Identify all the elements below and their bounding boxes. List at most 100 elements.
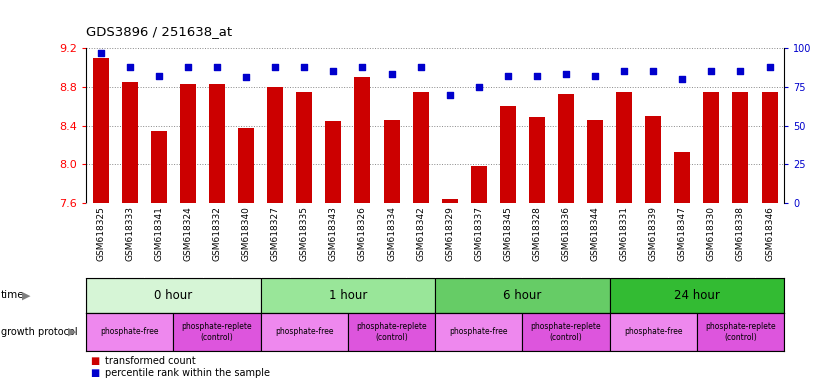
Text: phosphate-free: phosphate-free [100, 328, 159, 336]
Point [559, 71, 572, 78]
Bar [762, 92, 777, 203]
Bar [377, 48, 406, 203]
Bar [587, 120, 603, 203]
Text: phosphate-free: phosphate-free [624, 328, 682, 336]
Point [414, 63, 427, 70]
Bar [173, 313, 261, 351]
Bar [609, 48, 639, 203]
Text: transformed count: transformed count [105, 356, 196, 366]
Text: phosphate-replete
(control): phosphate-replete (control) [356, 322, 427, 342]
Point [617, 68, 631, 74]
Point [502, 73, 515, 79]
Bar [296, 92, 312, 203]
Bar [609, 278, 784, 313]
Bar [325, 121, 342, 203]
Bar [435, 278, 609, 313]
Point [123, 63, 136, 70]
Bar [464, 48, 493, 203]
Bar [406, 48, 435, 203]
Point [472, 84, 485, 90]
Bar [180, 84, 196, 203]
Text: ■: ■ [90, 356, 99, 366]
Text: ■: ■ [90, 368, 99, 378]
Bar [348, 48, 377, 203]
Bar [203, 48, 232, 203]
Bar [674, 152, 690, 203]
Bar [580, 48, 609, 203]
Point [268, 63, 282, 70]
Bar [383, 120, 400, 203]
Bar [522, 48, 552, 203]
Point [94, 50, 108, 56]
Text: growth protocol: growth protocol [1, 327, 77, 337]
Text: phosphate-free: phosphate-free [275, 328, 333, 336]
Bar [319, 48, 348, 203]
Bar [645, 116, 661, 203]
Bar [552, 48, 580, 203]
Bar [93, 58, 108, 203]
Point [210, 63, 223, 70]
Bar [697, 48, 726, 203]
Text: 24 hour: 24 hour [674, 289, 720, 302]
Bar [470, 166, 487, 203]
Text: phosphate-replete
(control): phosphate-replete (control) [705, 322, 776, 342]
Bar [616, 92, 632, 203]
Bar [493, 48, 522, 203]
Bar [500, 106, 516, 203]
Bar [86, 278, 261, 313]
Text: percentile rank within the sample: percentile rank within the sample [105, 368, 270, 378]
Bar [115, 48, 144, 203]
Point [676, 76, 689, 82]
Point [589, 73, 602, 79]
Bar [144, 48, 173, 203]
Point [734, 68, 747, 74]
Bar [442, 199, 457, 203]
Point [327, 68, 340, 74]
Bar [639, 48, 667, 203]
Point [385, 71, 398, 78]
Point [153, 73, 166, 79]
Bar [290, 48, 319, 203]
Bar [355, 77, 370, 203]
Point [240, 74, 253, 81]
Point [355, 63, 369, 70]
Text: 6 hour: 6 hour [503, 289, 542, 302]
Bar [726, 48, 755, 203]
Bar [261, 48, 290, 203]
Text: 1 hour: 1 hour [328, 289, 367, 302]
Point [704, 68, 718, 74]
Text: phosphate-replete
(control): phosphate-replete (control) [530, 322, 601, 342]
Bar [122, 82, 138, 203]
Bar [261, 278, 435, 313]
Point [181, 63, 195, 70]
Text: 0 hour: 0 hour [154, 289, 193, 302]
Bar [209, 84, 225, 203]
Bar [267, 87, 283, 203]
Bar [522, 313, 609, 351]
Text: phosphate-free: phosphate-free [449, 328, 508, 336]
Bar [151, 131, 167, 203]
Text: ▶: ▶ [68, 327, 76, 337]
Bar [697, 313, 784, 351]
Bar [261, 313, 348, 351]
Point [647, 68, 660, 74]
Bar [173, 48, 203, 203]
Point [443, 91, 456, 98]
Text: phosphate-replete
(control): phosphate-replete (control) [181, 322, 252, 342]
Point [298, 63, 311, 70]
Text: GDS3896 / 251638_at: GDS3896 / 251638_at [86, 25, 232, 38]
Bar [238, 128, 255, 203]
Bar [529, 117, 545, 203]
Bar [755, 48, 784, 203]
Bar [86, 48, 115, 203]
Bar [435, 313, 522, 351]
Text: ▶: ▶ [22, 291, 30, 301]
Bar [609, 313, 697, 351]
Bar [232, 48, 261, 203]
Point [530, 73, 544, 79]
Bar [558, 94, 574, 203]
Bar [704, 92, 719, 203]
Bar [413, 92, 429, 203]
Bar [732, 92, 749, 203]
Bar [667, 48, 697, 203]
